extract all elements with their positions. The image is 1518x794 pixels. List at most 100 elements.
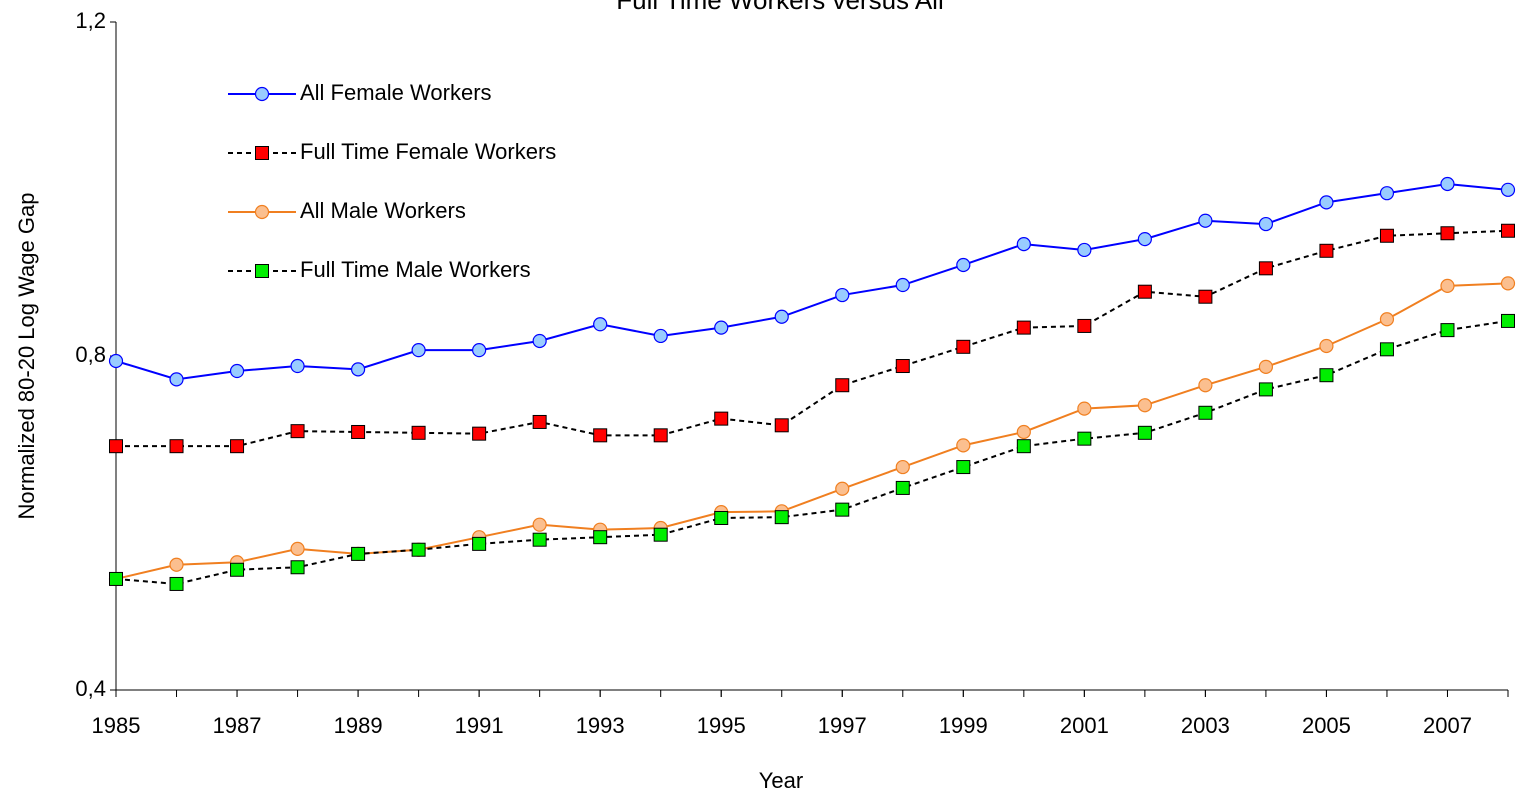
x-tick-label: 2005 xyxy=(1302,713,1351,738)
data-point xyxy=(1319,243,1334,258)
data-point xyxy=(1500,182,1516,197)
data-point xyxy=(895,277,910,293)
data-point xyxy=(1137,232,1152,247)
x-tick-label: 1985 xyxy=(92,713,141,738)
data-point xyxy=(169,439,184,454)
data-point xyxy=(774,418,789,433)
x-tick-label: 2003 xyxy=(1181,713,1230,738)
data-point xyxy=(472,343,487,358)
data-point xyxy=(1258,216,1274,232)
data-point xyxy=(1077,242,1092,258)
data-point xyxy=(1440,226,1455,241)
data-point xyxy=(532,517,547,532)
series-line xyxy=(115,282,1509,580)
data-point xyxy=(290,424,305,439)
data-point xyxy=(653,527,668,542)
data-point xyxy=(1500,276,1516,291)
data-point xyxy=(895,480,910,495)
data-point xyxy=(1440,278,1455,293)
data-point xyxy=(593,317,608,332)
data-point xyxy=(956,460,971,475)
legend-label: All Male Workers xyxy=(300,198,466,223)
data-point xyxy=(1016,439,1031,454)
data-point xyxy=(714,320,729,335)
data-point xyxy=(169,557,184,572)
data-point xyxy=(472,536,487,551)
y-tick-label: 0,4 xyxy=(75,676,106,701)
legend-marker xyxy=(255,146,269,160)
data-point xyxy=(1379,342,1394,357)
data-point xyxy=(653,428,668,443)
data-point xyxy=(1379,228,1394,243)
x-tick-label: 1987 xyxy=(213,713,262,738)
data-point xyxy=(351,546,366,561)
data-point xyxy=(835,287,850,303)
data-point xyxy=(351,424,366,439)
data-point xyxy=(1077,401,1092,416)
data-point xyxy=(1137,398,1152,413)
x-tick-label: 1995 xyxy=(697,713,746,738)
data-point xyxy=(774,309,789,324)
data-point xyxy=(411,542,426,557)
legend-marker xyxy=(255,264,269,278)
data-point xyxy=(1137,425,1152,440)
data-point xyxy=(169,372,184,387)
x-tick-label: 2007 xyxy=(1423,713,1472,738)
data-point xyxy=(1198,405,1213,420)
data-point xyxy=(230,562,245,577)
data-point xyxy=(1016,237,1031,252)
data-point xyxy=(895,459,910,475)
data-point xyxy=(895,359,910,374)
data-point xyxy=(1440,323,1455,338)
data-point xyxy=(532,532,547,547)
data-point xyxy=(835,378,850,393)
data-point xyxy=(1501,223,1515,238)
data-point xyxy=(956,339,971,354)
y-tick-label: 1,2 xyxy=(75,8,106,33)
data-point xyxy=(1198,289,1213,304)
data-point xyxy=(1319,195,1334,210)
data-point xyxy=(1258,382,1273,397)
x-tick-label: 1991 xyxy=(455,713,504,738)
data-point xyxy=(109,571,123,586)
data-point xyxy=(169,576,184,591)
data-point xyxy=(290,358,305,374)
legend-label: All Female Workers xyxy=(300,80,492,105)
data-point xyxy=(653,328,668,344)
data-point xyxy=(956,257,971,273)
data-point xyxy=(108,353,124,369)
data-point xyxy=(835,481,850,496)
data-point xyxy=(411,343,426,358)
data-point xyxy=(774,510,789,525)
data-point xyxy=(1077,431,1092,446)
x-axis-label: Year xyxy=(759,768,803,793)
data-point xyxy=(1440,176,1455,192)
data-point xyxy=(714,510,729,525)
legend-marker xyxy=(254,86,270,102)
data-point xyxy=(593,530,608,545)
x-tick-label: 1993 xyxy=(576,713,625,738)
series-line xyxy=(115,182,1509,381)
data-point xyxy=(411,425,426,440)
data-point xyxy=(532,333,547,349)
data-point xyxy=(593,428,608,443)
y-tick-label: 0,8 xyxy=(75,342,106,367)
legend-label: Full Time Female Workers xyxy=(300,139,556,164)
data-point xyxy=(1258,261,1273,276)
data-point xyxy=(1016,320,1031,335)
data-point xyxy=(1077,318,1092,333)
legend-marker xyxy=(254,204,270,220)
x-tick-label: 1997 xyxy=(818,713,867,738)
data-point xyxy=(956,438,971,453)
data-point xyxy=(714,411,729,426)
data-point xyxy=(1137,284,1152,299)
data-point xyxy=(230,439,245,454)
data-point xyxy=(229,363,245,379)
data-point xyxy=(290,560,305,575)
legend-label: Full Time Male Workers xyxy=(300,257,531,282)
chart-title: Full Time Workers versus All xyxy=(616,0,943,15)
x-tick-label: 1999 xyxy=(939,713,988,738)
data-point xyxy=(1501,313,1515,328)
